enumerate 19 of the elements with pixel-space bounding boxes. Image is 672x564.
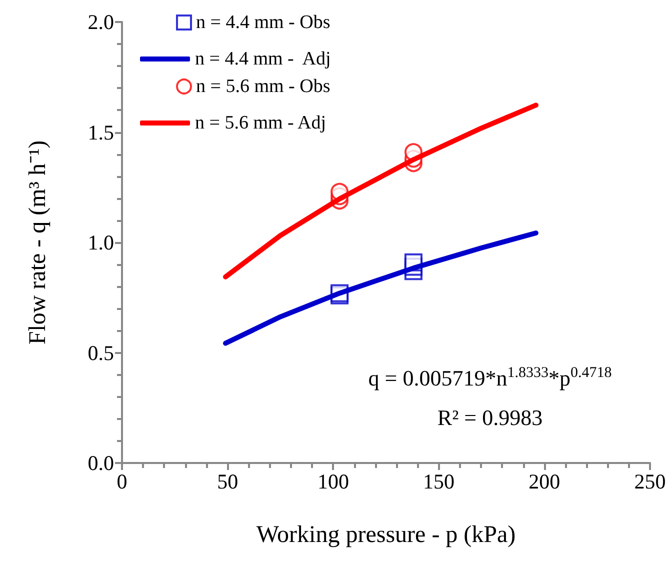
y-tick-label: 0.0 [88,451,114,475]
y-tick-label: 2.0 [88,10,114,34]
x-tick-label: 200 [528,470,560,494]
y-tick-label: 0.5 [88,340,114,365]
x-tick-label: 100 [317,470,349,494]
legend-label: n = 4.4 mm - Obs [196,12,330,33]
annotation: q = 0.005719*n$^{1.8333}$*p$^{0.4718}$ [368,365,612,392]
legend-label: n = 5.6 mm - Obs [196,76,330,97]
x-tick-label: 50 [217,470,238,494]
legend-label: n = 4.4 mm - Adj [195,48,331,70]
x-tick-label: 250 [634,470,666,494]
y-tick-label: 1.5 [88,120,114,144]
x-tick-label: 0 [116,470,128,494]
y-tick-label: 1.0 [88,230,114,254]
legend-label: n = 5.6 mm - Adj [195,112,326,134]
x-tick-label: 150 [423,470,455,494]
annotation: R² = 0.9983 [437,405,543,431]
y-axis-title: Flow rate - q (m³ h⁻¹) [25,140,51,345]
x-axis-title: Working pressure - p (kPa) [256,522,516,548]
